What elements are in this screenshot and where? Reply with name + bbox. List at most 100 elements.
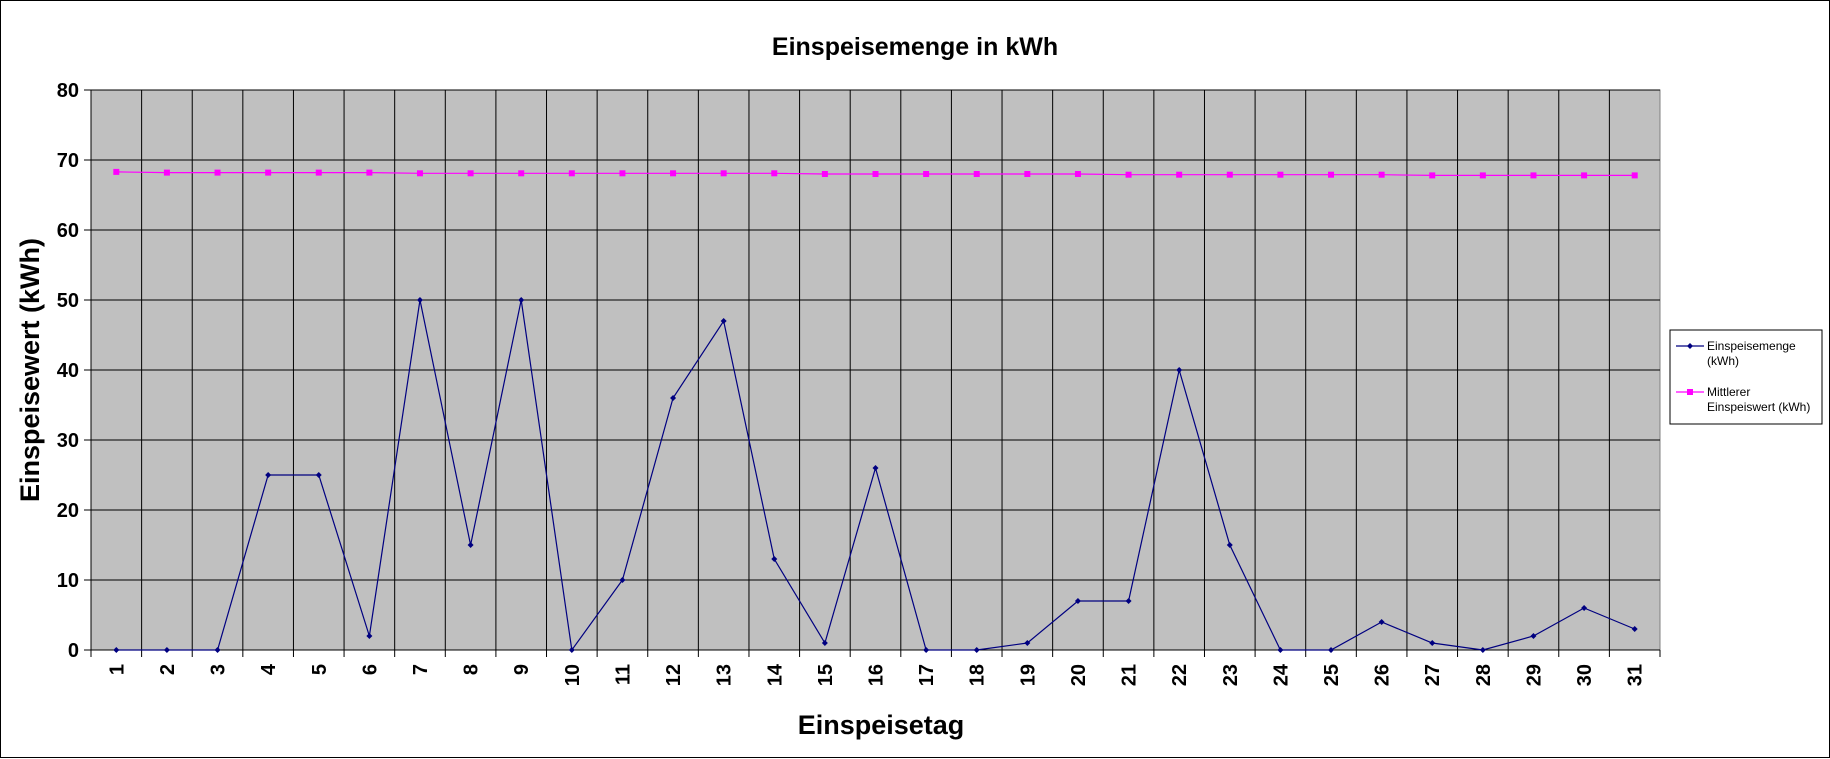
- x-tick-label: 27: [1422, 664, 1444, 686]
- legend-marker-diamond: [1687, 343, 1693, 349]
- legend-label: Einspeisemenge: [1707, 339, 1796, 353]
- data-point-diamond: [163, 647, 170, 653]
- series-layer: [113, 168, 1638, 653]
- data-point-square: [973, 171, 980, 177]
- data-point-diamond: [1479, 647, 1486, 653]
- legend: Einspeisemenge(kWh) MittlererEinspeiswert…: [1669, 329, 1823, 425]
- data-point-diamond: [214, 647, 221, 653]
- y-tick-label: 10: [57, 570, 79, 592]
- data-point-square: [1530, 172, 1537, 179]
- data-point-diamond: [416, 297, 423, 303]
- x-tick-label: 9: [511, 664, 533, 675]
- data-point-diamond: [821, 640, 828, 646]
- data-point-square: [467, 170, 474, 177]
- data-point-diamond: [113, 647, 120, 653]
- data-point-diamond: [518, 297, 525, 303]
- x-tick-label: 20: [1068, 664, 1090, 686]
- data-point-diamond: [1226, 542, 1233, 548]
- data-point-square: [1328, 171, 1335, 178]
- y-tick-label: 20: [57, 500, 79, 522]
- data-point-diamond: [467, 542, 474, 548]
- y-tick-label: 60: [57, 220, 79, 242]
- data-point-diamond: [315, 472, 322, 478]
- y-tick-label: 70: [57, 150, 79, 172]
- data-point-diamond: [1530, 633, 1537, 639]
- x-tick-label: 15: [815, 664, 837, 686]
- data-point-diamond: [923, 647, 930, 653]
- y-tick-label: 0: [68, 640, 79, 662]
- x-tick-label: 6: [359, 664, 381, 675]
- chart-title: Einspeisemenge in kWh: [772, 33, 1058, 61]
- data-point-square: [1479, 172, 1486, 179]
- legend-label: Mittlerer: [1707, 385, 1750, 399]
- x-tick-label: 28: [1473, 664, 1495, 686]
- x-tick-label: 30: [1574, 664, 1596, 686]
- data-point-square: [1581, 172, 1588, 179]
- x-tick-label: 14: [764, 663, 786, 686]
- x-tick-label: 5: [309, 664, 331, 675]
- data-point-square: [872, 171, 879, 177]
- x-tick-label: 1: [106, 664, 128, 675]
- data-point-square: [1024, 171, 1031, 177]
- x-tick-label: 10: [562, 664, 584, 686]
- x-tick-label: 18: [967, 664, 989, 686]
- data-point-diamond: [973, 647, 980, 653]
- x-tick-label: 7: [410, 664, 432, 675]
- data-point-diamond: [568, 647, 575, 653]
- data-point-square: [366, 169, 373, 176]
- data-point-square: [1074, 171, 1081, 177]
- x-tick-label: 8: [461, 664, 483, 675]
- data-point-diamond: [1429, 640, 1436, 646]
- data-point-diamond: [1074, 598, 1081, 604]
- data-point-diamond: [670, 395, 677, 401]
- y-tick-label: 50: [57, 290, 79, 312]
- data-point-square: [163, 169, 170, 176]
- x-tick-label: 25: [1321, 664, 1343, 686]
- data-point-diamond: [619, 577, 626, 583]
- x-tick-label: 16: [866, 664, 888, 686]
- x-tick-label: 4: [258, 663, 280, 675]
- y-axis-title: Einspeisewert (kWh): [15, 238, 45, 502]
- data-point-diamond: [771, 556, 778, 562]
- data-point-diamond: [1328, 647, 1335, 653]
- data-point-square: [771, 170, 778, 177]
- x-tick-label: 2: [157, 664, 179, 675]
- legend-label: Einspeiswert (kWh): [1707, 400, 1810, 414]
- data-point-square: [1226, 171, 1233, 178]
- data-point-square: [1631, 172, 1638, 179]
- data-point-square: [214, 169, 221, 176]
- data-point-square: [619, 170, 626, 177]
- x-axis-title: Einspeisetag: [798, 710, 965, 740]
- grid-lines: [91, 89, 1660, 650]
- data-point-square: [923, 171, 930, 177]
- y-tick-label: 80: [57, 80, 79, 102]
- data-point-square: [568, 170, 575, 177]
- data-point-square: [518, 170, 525, 177]
- data-point-diamond: [265, 472, 272, 478]
- data-point-square: [1125, 171, 1132, 178]
- data-point-square: [265, 169, 272, 176]
- data-point-square: [1378, 171, 1385, 178]
- x-tick-label: 13: [714, 664, 736, 686]
- x-tick-label: 12: [663, 664, 685, 686]
- data-point-diamond: [872, 465, 879, 471]
- x-tick-label: 23: [1220, 664, 1242, 686]
- legend-label: (kWh): [1707, 354, 1739, 368]
- x-tick-label: 22: [1169, 664, 1191, 686]
- x-tick-label: 11: [612, 664, 634, 685]
- data-point-square: [720, 170, 727, 177]
- x-tick-label: 3: [208, 664, 230, 675]
- x-tick-label: 31: [1625, 664, 1647, 686]
- data-point-square: [670, 170, 677, 177]
- x-tick-label: 26: [1372, 664, 1394, 686]
- data-point-square: [1277, 171, 1284, 178]
- data-point-square: [315, 169, 322, 176]
- x-tick-label: 21: [1119, 664, 1141, 686]
- data-point-diamond: [1581, 605, 1588, 611]
- data-point-diamond: [1125, 598, 1132, 604]
- y-tick-label: 40: [57, 360, 79, 382]
- data-point-square: [821, 171, 828, 177]
- data-point-diamond: [720, 318, 727, 324]
